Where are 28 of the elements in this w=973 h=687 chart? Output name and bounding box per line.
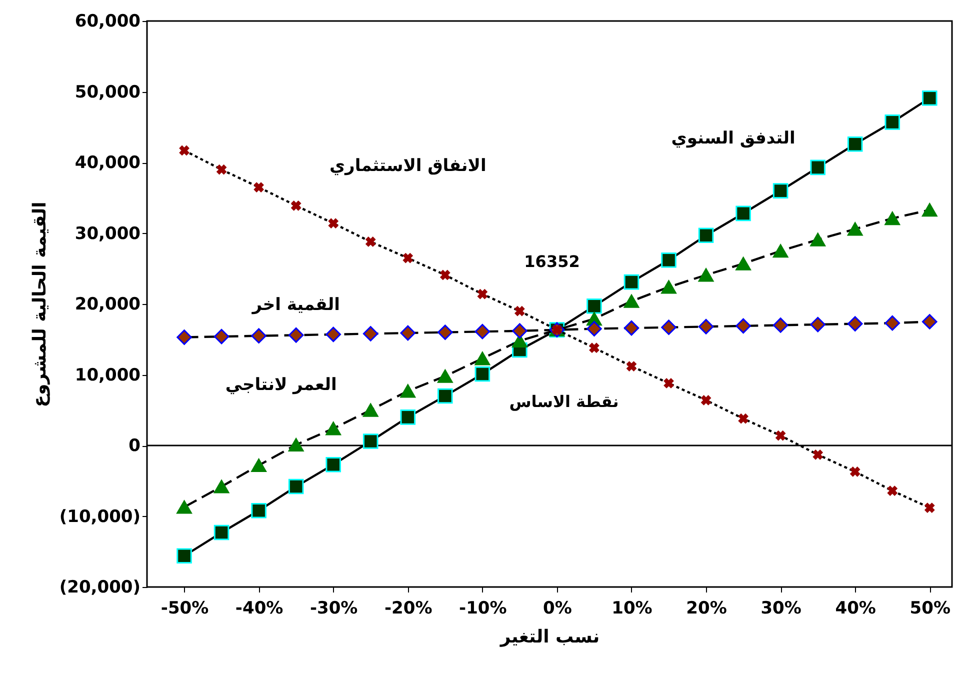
annotation: نقطة الاساس xyxy=(509,392,619,411)
y-tick-label: (10,000) xyxy=(59,506,140,527)
y-tick-label: 10,000 xyxy=(74,365,141,386)
x-tick-label: -40% xyxy=(235,598,284,618)
y-tick-label: 30,000 xyxy=(74,224,141,244)
y-tick-label: 50,000 xyxy=(74,82,141,102)
y-tick-label: 0 xyxy=(128,436,141,456)
x-tick-label: -20% xyxy=(384,598,432,618)
text: الانفاق الاستثماري xyxy=(329,156,486,176)
x-tick-label: 10% xyxy=(612,598,652,618)
x-tick-label: 30% xyxy=(760,598,802,618)
series-label: القمية اخر xyxy=(251,295,340,316)
y-tick-label: 60,000 xyxy=(74,12,141,32)
x-tick-label: 50% xyxy=(910,598,950,618)
series-label: العمر لانتاجي xyxy=(225,374,337,395)
y-tick-label: 40,000 xyxy=(74,153,141,173)
x-tick-label: -50% xyxy=(160,598,209,618)
series-label: التدفق السنوي xyxy=(671,128,796,148)
y-tick-label: 20,000 xyxy=(74,294,141,314)
x-tick-label: 20% xyxy=(686,598,727,618)
x-tick-label: -10% xyxy=(459,598,507,618)
annotation: 16352 xyxy=(524,252,580,271)
y-axis-title: القيمة الحالية للمشروع xyxy=(29,202,50,408)
y-tick-label: (20,000) xyxy=(59,578,140,598)
x-tick-label: 0% xyxy=(543,598,572,618)
x-axis-title: نسب التغير xyxy=(499,626,600,648)
x-tick-label: 40% xyxy=(835,598,876,618)
x-tick-label: -30% xyxy=(310,598,358,618)
